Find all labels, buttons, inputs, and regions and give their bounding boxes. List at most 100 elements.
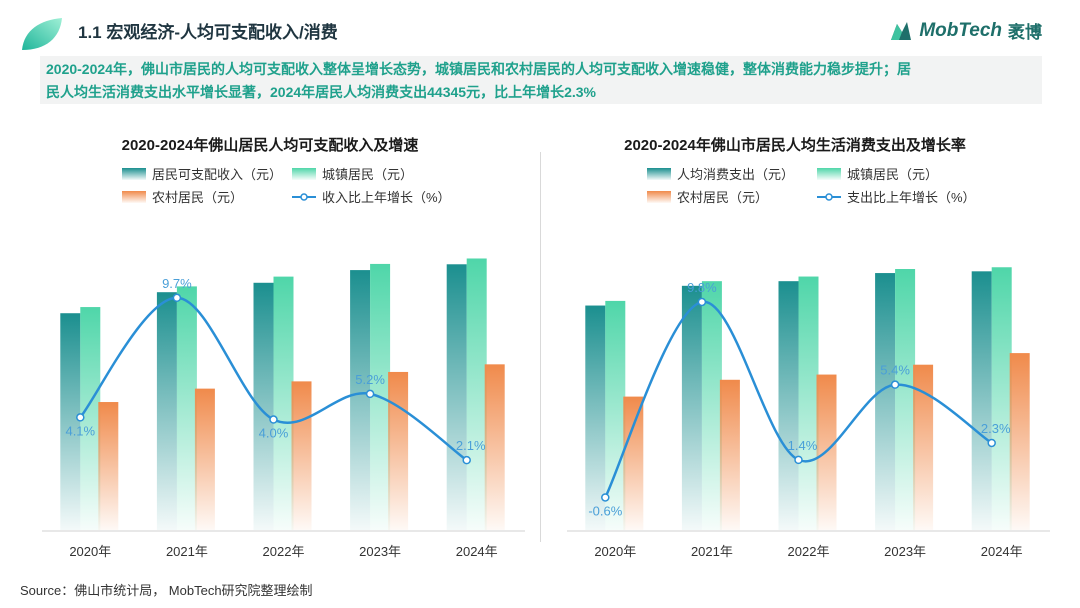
brand-logo: MobTech 袤博 — [889, 18, 1042, 43]
legend-label: 支出比上年增长（%） — [847, 190, 976, 205]
bar-urban — [895, 269, 916, 530]
legend-item: 收入比上年增长（%） — [292, 190, 451, 205]
bar-rural — [98, 402, 119, 530]
bar-urban — [798, 276, 819, 530]
growth-point — [269, 415, 278, 424]
bar-urban — [80, 307, 101, 530]
bar-urban — [991, 267, 1012, 530]
legend-label: 城镇居民（元） — [847, 167, 938, 182]
bar-urban — [466, 258, 487, 530]
source-note: Source：佛山市统计局， MobTech研究院整理绘制 — [20, 583, 313, 598]
legend-swatch — [122, 191, 146, 203]
legend-swatch — [292, 168, 316, 180]
bar-rural — [719, 379, 740, 530]
legend-item: 支出比上年增长（%） — [817, 190, 976, 205]
bar-rural — [194, 388, 215, 530]
brand-name: MobTech — [919, 19, 1002, 41]
bar-rural — [388, 371, 409, 530]
legend-label: 收入比上年增长（%） — [322, 190, 451, 205]
data-label: 4.0% — [259, 426, 289, 441]
legend-item: 人均消费支出（元） — [647, 167, 794, 182]
legend-item: 居民可支配收入（元） — [122, 167, 282, 182]
data-label: 2.3% — [981, 421, 1011, 436]
bar-total — [446, 264, 467, 530]
x-tick-label: 2024年 — [981, 544, 1023, 559]
data-label: -0.6% — [588, 503, 622, 518]
bar-rural — [484, 364, 505, 530]
data-label: 4.1% — [65, 423, 95, 438]
data-label: 9.7% — [162, 276, 192, 291]
bar-urban — [176, 286, 197, 530]
legend-item: 城镇居民（元） — [817, 167, 938, 182]
summary-box: 2020-2024年，佛山市居民的人均可支配收入整体呈增长态势，城镇居民和农村居… — [40, 56, 1042, 104]
growth-point — [462, 455, 471, 465]
legend-label: 农村居民（元） — [677, 190, 768, 205]
bar-urban — [605, 300, 626, 530]
growth-line — [79, 296, 468, 462]
growth-point — [697, 297, 707, 307]
bar-rural — [623, 396, 644, 530]
x-tick-label: 2020年 — [69, 544, 111, 559]
bar-total — [778, 281, 799, 530]
bar-total — [875, 273, 896, 530]
growth-point — [890, 380, 900, 389]
growth-point — [365, 389, 375, 399]
bar-rural — [913, 364, 934, 530]
x-tick-label: 2024年 — [456, 544, 498, 559]
x-tick-label: 2020年 — [594, 544, 636, 559]
legend-swatch — [122, 168, 146, 180]
leaf-logo-icon — [22, 18, 62, 50]
data-label: 1.4% — [788, 438, 818, 453]
bar-total — [971, 271, 992, 530]
page-header: 1.1 宏观经济-人均可支配收入/消费 MobTech 袤博 — [0, 0, 1080, 56]
legend-label: 居民可支配收入（元） — [152, 167, 282, 182]
growth-point — [172, 293, 182, 303]
bar-total — [350, 270, 371, 530]
chart-title: 2020-2024年佛山市居民人均生活消费支出及增长率 — [624, 136, 966, 154]
income-chart: 2020-2024年佛山居民人均可支配收入及增速居民可支配收入（元） 城镇居民（元… — [20, 120, 540, 560]
bar-total — [681, 285, 702, 530]
data-label: 9.8% — [687, 280, 717, 295]
consumption-chart: 2020-2024年佛山市居民人均生活消费支出及增长率人均消费支出（元） 城镇居民… — [545, 120, 1065, 560]
legend-item: 农村居民（元） — [647, 190, 768, 205]
x-tick-label: 2021年 — [166, 544, 208, 559]
legend-swatch — [647, 168, 671, 180]
bar-rural — [291, 381, 312, 530]
bar-total — [585, 305, 606, 530]
x-tick-label: 2022年 — [263, 544, 305, 559]
growth-point — [76, 413, 85, 422]
data-label: 5.2% — [355, 372, 385, 387]
legend-item: 城镇居民（元） — [292, 167, 413, 182]
legend-swatch — [817, 168, 841, 180]
data-label: 5.4% — [880, 363, 910, 378]
chart-title: 2020-2024年佛山居民人均可支配收入及增速 — [122, 136, 419, 154]
bar-urban — [701, 281, 722, 530]
summary-line-2: 民人均生活消费支出水平增长显著，2024年居民人均消费支出44345元，比上年增… — [46, 84, 596, 100]
x-tick-label: 2023年 — [359, 544, 401, 559]
legend-label: 人均消费支出（元） — [677, 167, 794, 182]
legend-marker — [300, 193, 308, 201]
bar-rural — [1009, 353, 1030, 530]
bar-total — [60, 313, 81, 530]
mobtech-logo-icon — [891, 21, 912, 40]
legend-item: 农村居民（元） — [122, 190, 243, 205]
summary-line-1: 2020-2024年，佛山市居民的人均可支配收入整体呈增长态势，城镇居民和农村居… — [46, 61, 911, 77]
x-tick-label: 2021年 — [691, 544, 733, 559]
chart-divider — [540, 152, 541, 542]
bar-urban — [273, 276, 294, 530]
legend-label: 农村居民（元） — [152, 190, 243, 205]
brand-name-cn: 袤博 — [1008, 23, 1042, 42]
growth-line — [604, 300, 993, 499]
page-title: 1.1 宏观经济-人均可支配收入/消费 — [78, 23, 338, 42]
data-label: 2.1% — [456, 438, 486, 453]
x-tick-label: 2023年 — [884, 544, 926, 559]
legend-label: 城镇居民（元） — [322, 167, 413, 182]
growth-point — [987, 438, 996, 448]
legend-marker — [825, 193, 833, 201]
bar-total — [253, 282, 274, 530]
growth-point — [601, 493, 610, 502]
x-tick-label: 2022年 — [788, 544, 830, 559]
growth-point — [794, 455, 803, 465]
